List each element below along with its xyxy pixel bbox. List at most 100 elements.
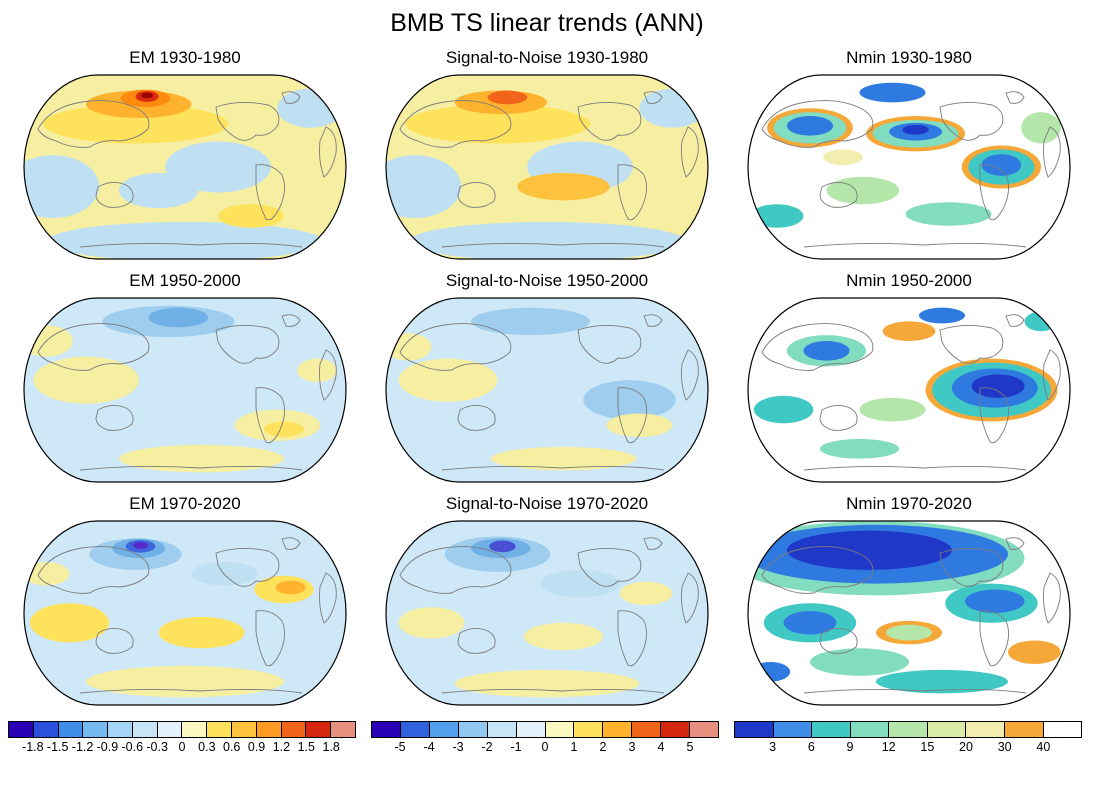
colorbar-tick-label: 30 xyxy=(997,740,1012,754)
colorbar-tick-label: 0.6 xyxy=(223,740,241,754)
colorbar-gradient xyxy=(8,721,356,738)
map-border xyxy=(23,520,347,706)
colorbar-tick-label: 0 xyxy=(541,740,549,754)
colorbar-tick-label: 3 xyxy=(628,740,636,754)
map-border xyxy=(747,74,1071,260)
colorbar-tick-label: 1 xyxy=(570,740,578,754)
coastlines xyxy=(761,537,1061,694)
colorbar-segment xyxy=(812,722,851,737)
colorbar-segment xyxy=(927,722,967,737)
map-border xyxy=(23,297,347,483)
coastlines xyxy=(761,314,1061,471)
colorbar-labels: -5 -4 -3 -2 -1 0 1 2 3 4 5 xyxy=(371,738,719,754)
panel-title: Signal-to-Noise 1930-1980 xyxy=(445,48,649,67)
colorbar-tick-label: 12 xyxy=(881,740,896,754)
colorbar-segment xyxy=(487,722,517,737)
world-map xyxy=(23,74,347,260)
coastlines xyxy=(399,537,699,694)
map-border xyxy=(23,74,347,260)
panel-title: EM 1970-2020 xyxy=(129,494,241,513)
map-border xyxy=(385,297,709,483)
map-panel: Signal-to-Noise 1930-1980 xyxy=(366,48,728,265)
map-grid: EM 1930-1980 Signal-to-Noise 1930-1980 Nmi… xyxy=(0,46,1094,711)
map-border xyxy=(385,520,709,706)
colorbar-segment xyxy=(400,722,430,737)
colorbar-segment xyxy=(33,722,59,737)
colorbar-segment xyxy=(966,722,1005,737)
colorbar-segment xyxy=(632,722,662,737)
colorbar-segment xyxy=(207,722,233,737)
colorbar-segment xyxy=(306,722,332,737)
colorbar-tick-label: 0.9 xyxy=(247,740,266,754)
colorbar-tick-label: 1.5 xyxy=(297,740,315,754)
map-border xyxy=(747,297,1071,483)
colorbar-gradient xyxy=(371,721,719,738)
world-map xyxy=(385,520,709,706)
colorbar-segment xyxy=(58,722,84,737)
colorbar-tick-label: -1.2 xyxy=(71,740,94,754)
world-map xyxy=(747,297,1071,483)
colorbar-segment xyxy=(735,722,774,737)
colorbar-segment xyxy=(331,722,355,737)
world-map xyxy=(747,74,1071,260)
colorbar-tick-label: 2 xyxy=(599,740,607,754)
colorbar-segment xyxy=(83,722,109,737)
coastlines xyxy=(399,314,699,471)
colorbar-tick-label: 40 xyxy=(1036,740,1051,754)
colorbar-tick-label: -1.8 xyxy=(22,740,44,754)
colorbar-labels: -1.8 -1.5 -1.2 -0.9 -0.6 -0.3 0 0.3 0.6 0.9 1.2 1.5… xyxy=(8,738,356,754)
colorbar-tick-label: 3 xyxy=(769,740,777,754)
colorbar-tick-label: 1.2 xyxy=(272,740,291,754)
colorbar-segment xyxy=(545,722,575,737)
colorbar-em: -1.8 -1.5 -1.2 -0.9 -0.6 -0.3 0 0.3 0.6 0.9 1.2 1.5… xyxy=(8,721,356,754)
colorbar-s2n: -5 -4 -3 -2 -1 0 1 2 3 4 5 xyxy=(371,721,719,754)
colorbar-segment xyxy=(516,722,546,737)
colorbar-segment xyxy=(1043,722,1082,737)
colorbar-segment xyxy=(458,722,488,737)
panel-title: Nmin 1930-1980 xyxy=(846,48,972,67)
colorbar-tick-label: 4 xyxy=(657,740,665,754)
colorbar-tick-label: -5 xyxy=(394,740,406,754)
colorbar-segment xyxy=(281,722,307,737)
world-map xyxy=(747,520,1071,706)
map-panel: EM 1950-2000 xyxy=(4,271,366,488)
colorbar-tick-label: 15 xyxy=(920,740,935,754)
colorbar-tick-label: -0.9 xyxy=(96,740,119,754)
colorbar-tick-label: 20 xyxy=(959,740,973,754)
colorbar-segment xyxy=(661,722,691,737)
map-panel: Nmin 1970-2020 xyxy=(728,494,1090,711)
colorbar-tick-label: -2 xyxy=(481,740,493,754)
colorbar-nmin: 3 6 9 12 15 20 30 40 xyxy=(734,721,1082,754)
colorbar-tick-label: -1 xyxy=(510,740,522,754)
coastlines xyxy=(37,91,337,248)
colorbar-segment xyxy=(603,722,633,737)
colorbar-segment xyxy=(157,722,183,737)
colorbar-segment xyxy=(132,722,158,737)
colorbar-tick-label: 6 xyxy=(807,740,815,754)
colorbar-segment xyxy=(889,722,928,737)
world-map xyxy=(23,520,347,706)
map-panel: Signal-to-Noise 1970-2020 xyxy=(366,494,728,711)
colorbar-segment xyxy=(429,722,459,737)
panel-title: Nmin 1970-2020 xyxy=(846,494,972,513)
colorbar-tick-label: -3 xyxy=(452,740,464,754)
colorbar-segment xyxy=(574,722,604,737)
colorbar-segment xyxy=(232,722,257,737)
colorbar-segment xyxy=(108,722,133,737)
coastlines xyxy=(761,91,1061,248)
colorbar-tick-label: 1.8 xyxy=(322,740,340,754)
colorbar-tick-label: -1.5 xyxy=(46,740,69,754)
colorbar-tick-label: 9 xyxy=(846,740,854,754)
colorbar-segment xyxy=(850,722,890,737)
panel-title: EM 1950-2000 xyxy=(129,271,241,290)
colorbar-tick-label: -0.6 xyxy=(121,740,144,754)
colorbar-labels: 3 6 9 12 15 20 30 40 xyxy=(734,738,1082,754)
colorbar-segment xyxy=(182,722,208,737)
map-border xyxy=(385,74,709,260)
coastlines xyxy=(37,537,337,694)
world-map xyxy=(23,297,347,483)
world-map xyxy=(385,74,709,260)
map-border xyxy=(747,520,1071,706)
panel-title: Signal-to-Noise 1950-2000 xyxy=(445,271,649,290)
